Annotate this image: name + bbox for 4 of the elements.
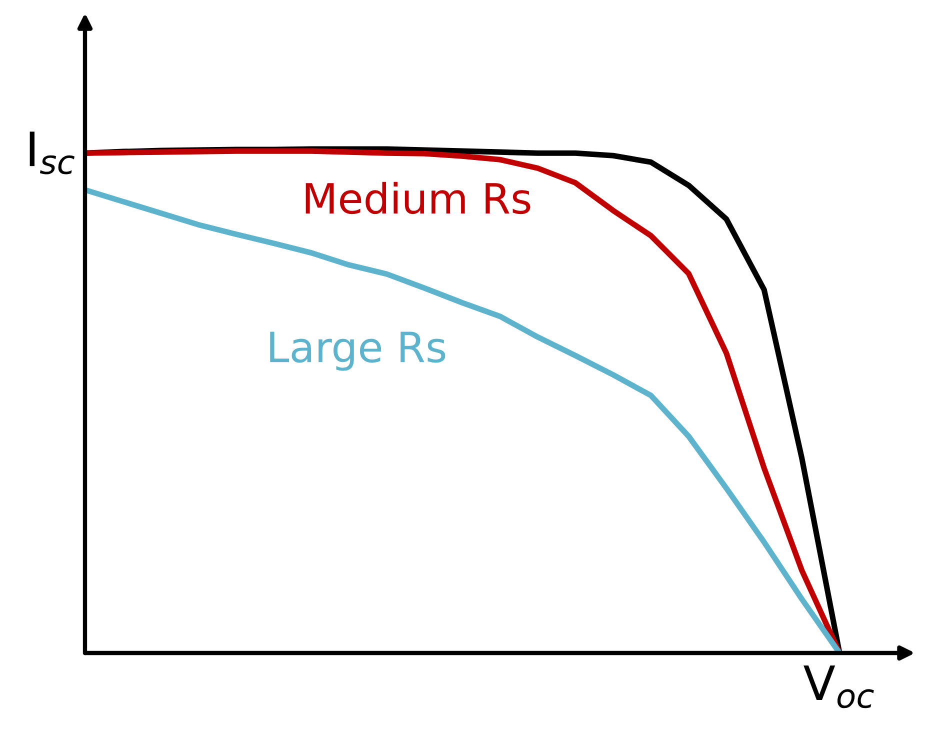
text: V$_{oc}$ — [804, 666, 874, 708]
series-label: Medium Rs — [306, 182, 530, 214]
annotation: I$_{sc}$ — [30, 132, 75, 174]
series-label: Large Rs — [270, 332, 446, 371]
